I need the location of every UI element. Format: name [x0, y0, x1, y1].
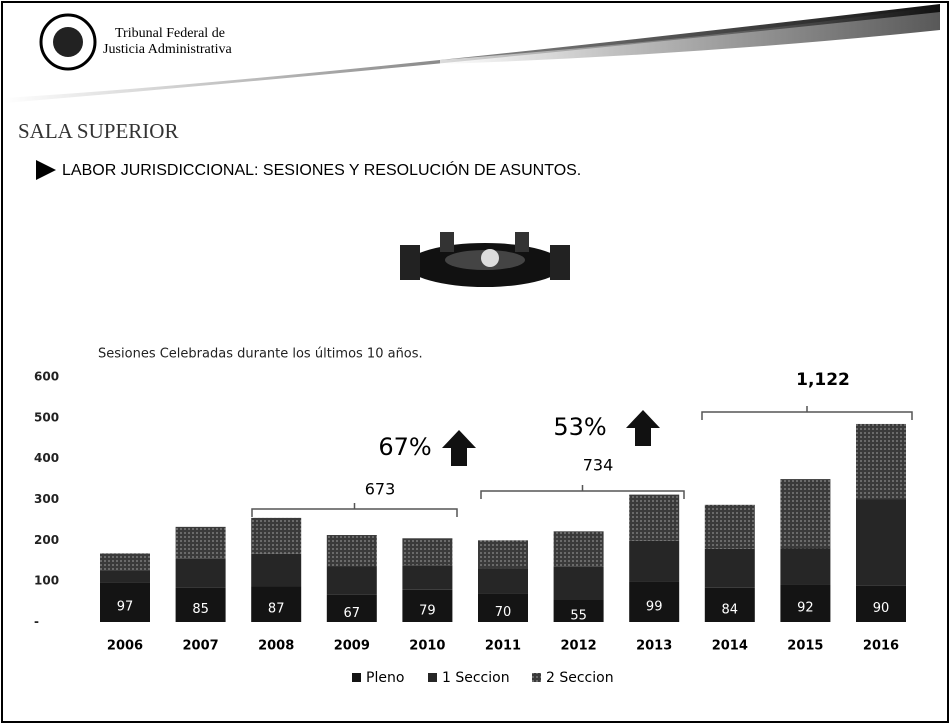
data-label: 97	[117, 600, 134, 615]
x-tick-label: 2008	[258, 639, 294, 654]
annotation: 673	[365, 480, 396, 499]
bar-segment	[175, 526, 226, 559]
up-arrow	[626, 410, 660, 446]
bar-segment	[856, 423, 906, 500]
x-tick-label: 2011	[485, 639, 521, 654]
bar-segment	[704, 504, 755, 549]
y-tick-label: 500	[34, 410, 59, 424]
bar-segment	[553, 566, 604, 600]
bar-segment	[100, 582, 150, 622]
subtitle: LABOR JURISDICCIONAL: SESIONES Y RESOLUC…	[62, 160, 581, 179]
bar-segment	[402, 538, 453, 566]
y-tick-label: 100	[34, 574, 59, 588]
swoosh	[4, 4, 940, 103]
bar-segment	[478, 540, 528, 569]
bar-segment	[478, 593, 528, 622]
section-title: SALA SUPERIOR	[18, 119, 178, 143]
y-tick-label: -	[34, 615, 39, 629]
bracket	[480, 485, 685, 499]
legend-swatch	[352, 673, 361, 682]
bar-segment	[402, 589, 453, 622]
annotation: 1,122	[796, 370, 850, 390]
bullet	[36, 160, 56, 180]
data-label: 87	[268, 602, 285, 617]
annotation: 67%	[378, 433, 431, 461]
bar-segment	[629, 540, 680, 582]
data-label: 84	[722, 602, 739, 617]
meeting-illustration	[400, 232, 570, 287]
bar-segment	[478, 568, 528, 594]
bar-segment	[175, 587, 226, 622]
data-label: 67	[344, 606, 361, 621]
org-name: Tribunal Federal de	[115, 26, 225, 41]
annotation: 734	[583, 456, 614, 475]
x-tick-label: 2016	[863, 639, 899, 654]
x-tick-label: 2012	[561, 639, 597, 654]
legend-swatch	[428, 673, 437, 682]
data-label: 85	[192, 602, 209, 617]
bar-segment	[629, 581, 680, 622]
bracket	[701, 406, 913, 420]
bar-segment	[100, 570, 150, 583]
x-tick-label: 2010	[409, 639, 445, 654]
data-label: 99	[646, 599, 663, 614]
bar-segment	[856, 585, 906, 622]
emblem-center	[53, 27, 83, 57]
y-tick-label: 600	[34, 370, 59, 384]
bar-segment	[251, 553, 302, 587]
data-label: 90	[873, 601, 890, 616]
data-label: 92	[797, 601, 814, 616]
bar-segment	[326, 594, 377, 622]
legend-label: 2 Seccion	[546, 670, 614, 686]
annotation: 53%	[553, 413, 606, 441]
bar-segment	[780, 479, 831, 549]
x-tick-label: 2006	[107, 639, 143, 654]
bar-segment	[629, 494, 680, 541]
up-arrow	[442, 430, 476, 466]
x-tick-label: 2009	[334, 639, 370, 654]
bar-segment	[553, 531, 604, 567]
bar-segment	[251, 517, 302, 554]
bar-segment	[326, 535, 377, 567]
bar-segment	[402, 565, 453, 590]
legend-label: 1 Seccion	[442, 670, 510, 686]
data-label: 55	[570, 608, 587, 623]
bracket	[251, 503, 458, 517]
bar-segment	[704, 587, 755, 622]
data-label: 70	[495, 605, 512, 620]
x-tick-label: 2013	[636, 639, 672, 654]
swoosh-top	[440, 6, 940, 64]
bar-segment	[326, 566, 377, 595]
legend-label: Pleno	[366, 670, 404, 686]
y-tick-label: 300	[34, 492, 59, 506]
org-name: Justicia Administrativa	[103, 42, 232, 57]
bar-segment	[100, 553, 150, 571]
y-tick-label: 400	[34, 451, 59, 465]
x-tick-label: 2015	[787, 639, 823, 654]
bar-segment	[704, 548, 755, 588]
y-tick-label: 200	[34, 533, 59, 547]
x-tick-label: 2014	[712, 639, 748, 654]
bar-segment	[175, 558, 226, 588]
x-tick-label: 2007	[183, 639, 219, 654]
data-label: 79	[419, 603, 436, 618]
bar-segment	[553, 599, 604, 622]
bar-segment	[251, 586, 302, 622]
legend-swatch	[532, 673, 541, 682]
chart-title: Sesiones Celebradas durante los últimos …	[98, 347, 423, 362]
bar-segment	[780, 584, 831, 622]
bar-segment	[780, 548, 831, 585]
bar-segment	[856, 499, 906, 586]
